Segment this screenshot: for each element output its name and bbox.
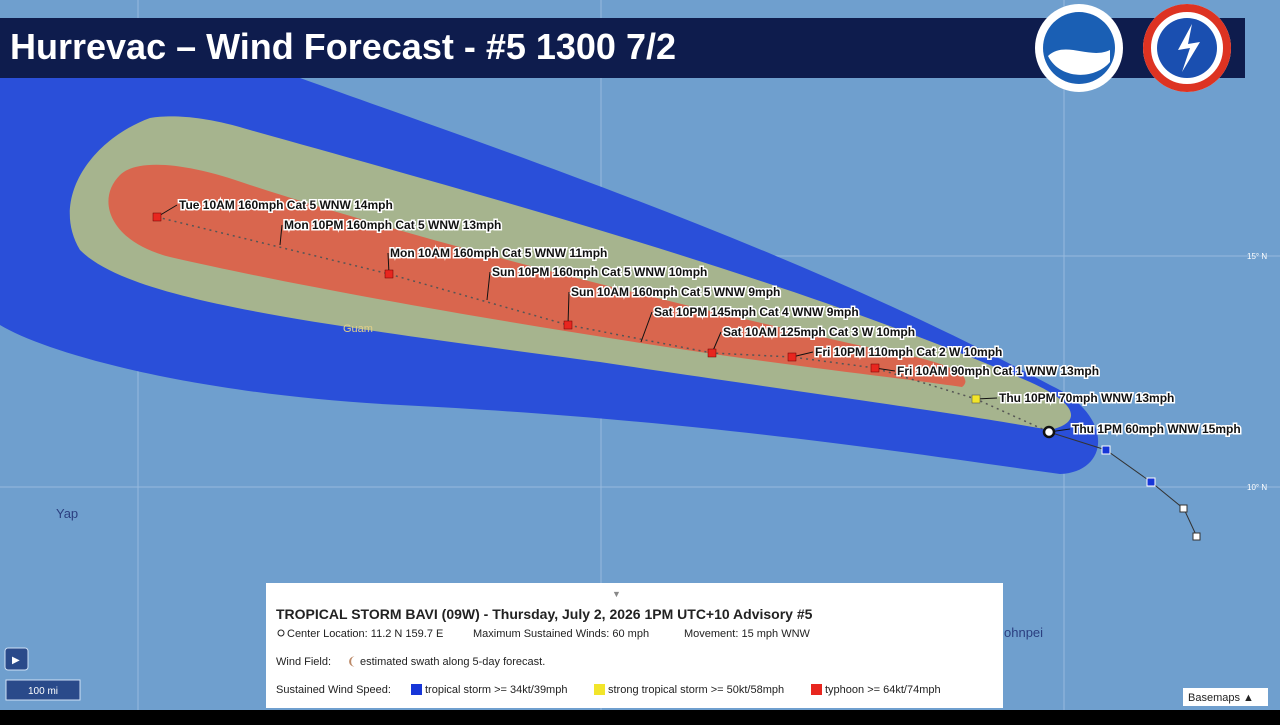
legend-label: strong tropical storm >= 50kt/58mph xyxy=(608,684,784,696)
basemaps-label: Basemaps ▲ xyxy=(1188,692,1254,704)
forecast-marker xyxy=(384,269,394,279)
basemaps-button[interactable] xyxy=(1183,688,1268,706)
winds: Maximum Sustained Winds: 60 mph xyxy=(473,628,649,640)
forecast-label: Thu 10PM 70mph WNW 13mph xyxy=(999,391,1174,405)
forecast-label: Sun 10PM 160mph Cat 5 WNW 10mph xyxy=(492,265,707,279)
grid-label: 10° N xyxy=(1247,483,1267,492)
leader-line xyxy=(486,271,491,301)
forecast-label: Sun 10AM 160mph Cat 5 WNW 9mph xyxy=(571,285,780,299)
leader-line xyxy=(567,291,570,326)
speed-label: Sustained Wind Speed: xyxy=(276,684,391,696)
nws-ring xyxy=(1143,4,1231,92)
forecast-label: Mon 10AM 160mph Cat 5 WNW 11mph xyxy=(390,246,607,260)
past-point xyxy=(1179,504,1188,513)
noaa-wave xyxy=(1048,49,1110,75)
forecast-label: Fri 10PM 110mph Cat 2 W 10mph xyxy=(815,345,1002,359)
legend-swatch xyxy=(811,684,822,695)
forecast-marker xyxy=(152,212,162,222)
forecast-points: Tue 10AM 160mph Cat 5 WNW 14mph Mon 10PM … xyxy=(152,197,1242,439)
forecast-marker xyxy=(971,394,981,404)
legend: tropical storm >= 34kt/39mph strong tropi… xyxy=(411,684,941,696)
place-label: Guam xyxy=(343,323,373,335)
scale-bar xyxy=(5,679,81,701)
forecast-marker xyxy=(563,320,573,330)
forecast-label: Sat 10AM 125mph Cat 3 W 10mph xyxy=(723,325,915,339)
forecast-marker xyxy=(787,352,797,362)
forecast-marker xyxy=(707,348,717,358)
center: Center Location: 11.2 N 159.7 E xyxy=(287,628,443,640)
movement: Movement: 15 mph WNW xyxy=(684,628,811,640)
scale-label: 100 mi xyxy=(28,686,58,697)
forecast-label: Fri 10AM 90mph Cat 1 WNW 13mph xyxy=(897,364,1099,378)
legend-label: typhoon >= 64kt/74mph xyxy=(825,684,941,696)
legend-label: tropical storm >= 34kt/39mph xyxy=(425,684,567,696)
forecast-label: Tue 10AM 160mph Cat 5 WNW 14mph xyxy=(179,198,393,212)
wind-field-label: Wind Field: xyxy=(276,656,331,668)
center-icon xyxy=(277,629,285,637)
panel-title: TROPICAL STORM BAVI (09W) - Thursday, Ju… xyxy=(276,606,813,622)
past-point xyxy=(1101,445,1111,455)
wind-field-text: estimated swath along 5-day forecast. xyxy=(360,656,545,668)
forecast-label: Thu 1PM 60mph WNW 15mph xyxy=(1072,422,1241,436)
leader-line xyxy=(640,311,653,343)
place-label: Yap xyxy=(56,506,78,521)
info-panel xyxy=(266,583,1003,708)
layers-icon: ▶ xyxy=(12,655,20,666)
collapse-arrow[interactable]: ▼ xyxy=(612,589,621,599)
forecast-track xyxy=(156,216,1050,433)
legend-swatch xyxy=(594,684,605,695)
grid-label: 15° N xyxy=(1247,252,1267,261)
bottom-bar xyxy=(0,710,1280,720)
past-point xyxy=(1192,532,1201,541)
leader-line xyxy=(279,224,283,246)
typhoon-swath xyxy=(108,164,966,387)
current-position xyxy=(1042,425,1056,439)
title: Hurrevac – Wind Forecast - #5 1300 7/2 xyxy=(10,26,676,67)
past-point xyxy=(1146,477,1156,487)
nws-bolt xyxy=(1178,24,1200,72)
swath-icon: ❨ xyxy=(347,656,356,668)
place-label: ohnpei xyxy=(1004,625,1043,640)
legend-swatch xyxy=(411,684,422,695)
forecast-label: Mon 10PM 160mph Cat 5 WNW 13mph xyxy=(284,218,501,232)
layers-button[interactable] xyxy=(4,647,29,671)
forecast-marker xyxy=(870,363,880,373)
forecast-label: Sat 10PM 145mph Cat 4 WNW 9mph xyxy=(654,305,859,319)
